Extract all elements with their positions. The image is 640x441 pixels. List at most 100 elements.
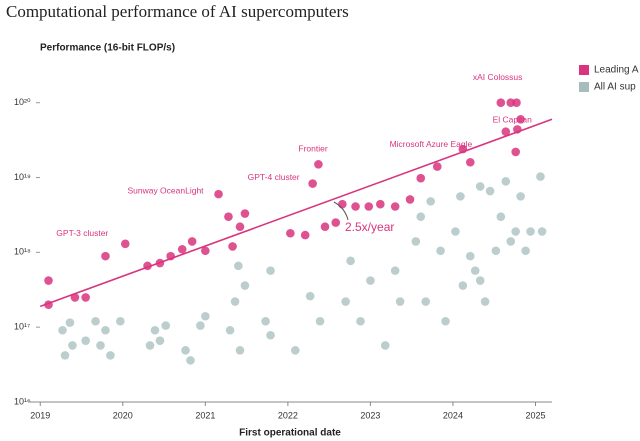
x-tick-label: 2024 bbox=[443, 410, 463, 420]
annotation: El Capitan bbox=[493, 115, 532, 125]
point bbox=[511, 147, 520, 157]
point bbox=[346, 256, 355, 266]
point bbox=[390, 266, 400, 275]
point bbox=[465, 157, 475, 167]
point bbox=[186, 356, 195, 365]
x-tick-label: 2019 bbox=[30, 410, 50, 420]
point bbox=[291, 346, 300, 355]
point bbox=[364, 202, 374, 211]
point bbox=[96, 341, 105, 350]
annotation: Sunway OceanLight bbox=[127, 185, 204, 195]
trend-line bbox=[39, 118, 553, 308]
legend-swatch bbox=[579, 82, 589, 92]
annotation: xAI Colossus bbox=[473, 72, 523, 82]
y-tick-label: 10¹⁸ bbox=[14, 247, 31, 257]
legend-label: Leading A bbox=[594, 65, 639, 76]
point bbox=[511, 227, 520, 236]
y-axis-label: Performance (16-bit FLOP/s) bbox=[40, 43, 175, 54]
point bbox=[308, 179, 317, 188]
y-tick-label: 10¹⁶ bbox=[14, 396, 31, 406]
point bbox=[496, 212, 506, 221]
point bbox=[451, 227, 460, 236]
point bbox=[286, 228, 295, 238]
point bbox=[496, 98, 506, 108]
point bbox=[81, 293, 90, 302]
point bbox=[116, 316, 125, 326]
point bbox=[458, 281, 468, 290]
point bbox=[470, 266, 480, 275]
point bbox=[521, 246, 530, 256]
point bbox=[338, 199, 347, 209]
point bbox=[526, 227, 535, 236]
annotation: GPT-4 cluster bbox=[248, 172, 300, 182]
point bbox=[106, 351, 115, 360]
point bbox=[485, 186, 495, 196]
point bbox=[145, 341, 155, 350]
annotation: Microsoft Azure Eagle bbox=[390, 139, 473, 149]
point bbox=[376, 199, 385, 209]
point bbox=[405, 195, 415, 204]
point bbox=[366, 276, 375, 285]
point bbox=[44, 276, 53, 285]
x-axis-label: First operational date bbox=[239, 428, 341, 439]
point bbox=[234, 261, 243, 271]
point bbox=[416, 173, 426, 183]
y-tick-label: 10²⁰ bbox=[14, 97, 31, 107]
trend-label: 2.5x/year bbox=[345, 220, 394, 234]
point bbox=[516, 192, 525, 201]
point bbox=[201, 311, 210, 321]
point bbox=[101, 251, 110, 261]
point bbox=[101, 325, 110, 335]
point bbox=[305, 291, 315, 301]
point bbox=[150, 325, 160, 335]
point bbox=[501, 127, 511, 136]
point bbox=[314, 160, 323, 169]
point bbox=[436, 246, 445, 256]
point bbox=[501, 177, 511, 186]
chart-title: Computational performance of AI supercom… bbox=[6, 2, 349, 21]
x-tick-label: 2022 bbox=[278, 410, 298, 420]
point bbox=[390, 202, 400, 211]
point bbox=[235, 222, 245, 232]
point bbox=[380, 341, 390, 350]
point bbox=[480, 297, 490, 306]
point bbox=[475, 276, 485, 285]
point bbox=[177, 244, 187, 254]
point bbox=[225, 325, 235, 335]
point bbox=[81, 336, 90, 345]
x-tick-label: 2020 bbox=[113, 410, 133, 420]
point bbox=[456, 192, 465, 201]
point bbox=[68, 341, 77, 350]
point bbox=[421, 297, 431, 306]
annotation: GPT-3 cluster bbox=[56, 228, 108, 238]
point bbox=[395, 297, 405, 306]
point bbox=[155, 336, 165, 345]
point bbox=[187, 237, 197, 246]
legend-label: All AI sup bbox=[594, 82, 636, 93]
point bbox=[266, 330, 275, 340]
y-tick-label: 10¹⁷ bbox=[14, 322, 30, 332]
point bbox=[416, 212, 426, 221]
point bbox=[356, 316, 365, 326]
x-tick-label: 2021 bbox=[195, 410, 215, 420]
point bbox=[235, 346, 245, 355]
point bbox=[491, 246, 501, 256]
point bbox=[91, 316, 100, 326]
point bbox=[161, 321, 171, 330]
point bbox=[224, 212, 233, 221]
trend-arrow bbox=[333, 201, 349, 221]
point bbox=[240, 281, 250, 290]
point bbox=[426, 197, 435, 206]
point bbox=[331, 218, 341, 227]
point bbox=[120, 239, 130, 249]
point bbox=[58, 325, 67, 335]
point bbox=[201, 246, 210, 256]
point bbox=[261, 316, 270, 326]
annotation: Frontier bbox=[298, 144, 327, 154]
point bbox=[181, 346, 190, 355]
point bbox=[266, 266, 275, 275]
point bbox=[512, 98, 521, 108]
point bbox=[60, 351, 70, 360]
point bbox=[516, 115, 525, 124]
